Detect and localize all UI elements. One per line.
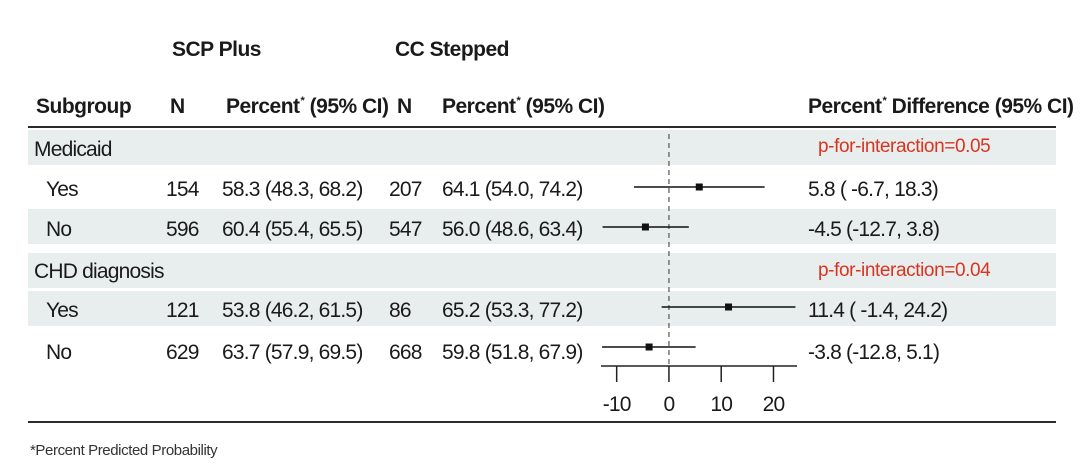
section-label-medicaid: Medicaid xyxy=(34,138,112,161)
col-header-subgroup: Subgroup xyxy=(36,95,132,118)
row-label: Yes xyxy=(46,178,79,201)
point-estimate xyxy=(645,343,653,351)
n-scp: 629 xyxy=(166,341,199,364)
row-band-chd-yes xyxy=(28,291,1056,326)
col-header-percent-difference: Percent* Difference (95% CI) xyxy=(808,95,1074,118)
footer-rule xyxy=(28,421,1056,423)
n-cc: 668 xyxy=(389,341,422,364)
n-cc: 86 xyxy=(389,299,412,322)
row-band-medicaid-no xyxy=(28,209,1056,244)
point-estimate xyxy=(695,183,703,191)
ci-cc: 56.0 (48.6, 63.4) xyxy=(442,218,583,241)
diff-value: 5.8 ( -6.7, 18.3) xyxy=(808,178,939,201)
ci-scp: 58.3 (48.3, 68.2) xyxy=(222,178,363,201)
group-header-cc-stepped: CC Stepped xyxy=(395,38,510,61)
section-label-chd-diagnosis: CHD diagnosis xyxy=(34,260,164,283)
diff-value: -3.8 (-12.8, 5.1) xyxy=(808,341,940,364)
col-header-n-scp: N xyxy=(170,95,185,118)
section-band-chd xyxy=(28,253,1056,288)
header-rule xyxy=(28,126,1056,128)
row-label: No xyxy=(46,218,72,241)
n-scp: 121 xyxy=(166,299,199,322)
x-tick-label: -10 xyxy=(603,393,631,416)
n-scp: 154 xyxy=(166,178,199,201)
ci-cc: 65.2 (53.3, 77.2) xyxy=(442,299,583,322)
ci-cc: 64.1 (54.0, 74.2) xyxy=(442,178,583,201)
col-header-percent-cc: Percent* (95% CI) xyxy=(442,95,605,118)
col-header-n-cc: N xyxy=(397,95,412,118)
ci-cc: 59.8 (51.8, 67.9) xyxy=(442,341,583,364)
interaction-chd-diagnosis: p-for-interaction=0.04 xyxy=(818,260,991,281)
ci-scp: 63.7 (57.9, 69.5) xyxy=(222,341,363,364)
section-band-medicaid xyxy=(28,130,1056,165)
ci-scp: 60.4 (55.4, 65.5) xyxy=(222,218,363,241)
n-cc: 547 xyxy=(389,218,422,241)
ci-scp: 53.8 (46.2, 61.5) xyxy=(222,299,363,322)
group-header-scp-plus: SCP Plus xyxy=(172,38,261,61)
x-tick-label: 20 xyxy=(763,393,785,416)
n-scp: 596 xyxy=(166,218,199,241)
row-label: No xyxy=(46,341,72,364)
diff-value: -4.5 (-12.7, 3.8) xyxy=(808,218,940,241)
n-cc: 207 xyxy=(389,178,422,201)
diff-value: 11.4 ( -1.4, 24.2) xyxy=(808,299,948,322)
interaction-medicaid: p-for-interaction=0.05 xyxy=(818,136,991,157)
col-header-percent-scp: Percent* (95% CI) xyxy=(226,95,389,118)
x-tick-label: 10 xyxy=(710,393,732,416)
footnote: *Percent Predicted Probability xyxy=(30,442,218,459)
row-label: Yes xyxy=(46,299,79,322)
x-tick-label: 0 xyxy=(664,393,675,416)
